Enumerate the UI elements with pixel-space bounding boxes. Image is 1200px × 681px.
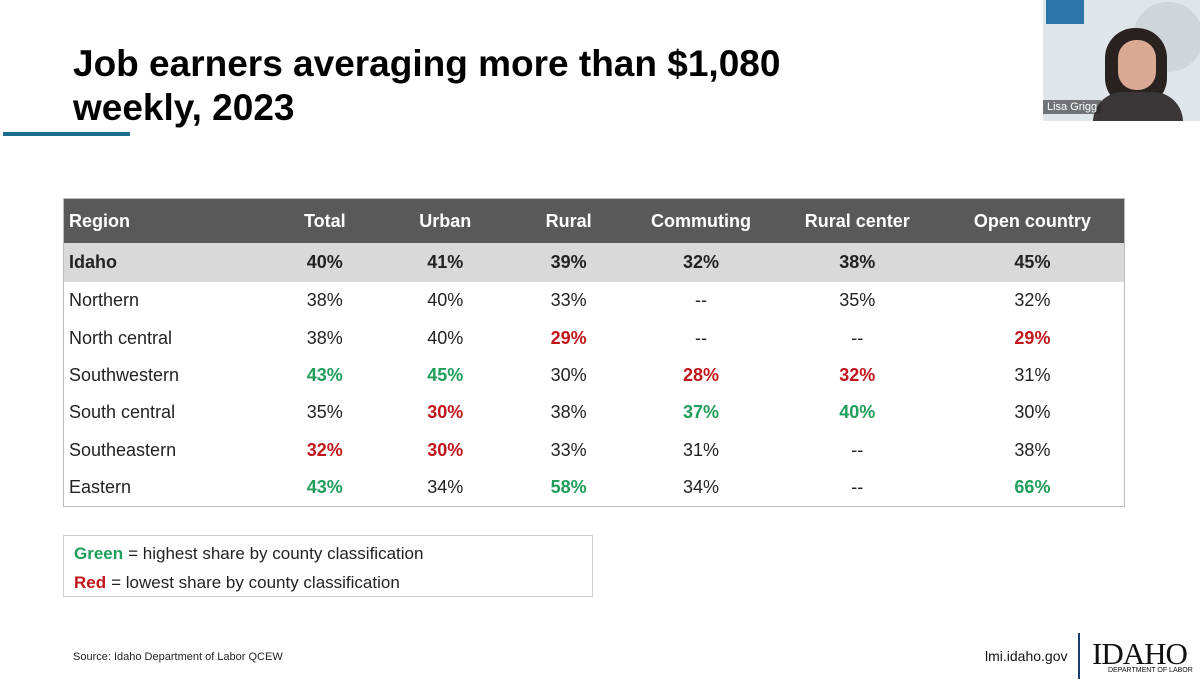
table-row: Southeastern 32% 30% 33% 31% -- 38%	[64, 432, 1124, 469]
table-cell: 32%	[839, 364, 876, 385]
table-row: Northern 38% 40% 33% -- 35% 32%	[64, 282, 1124, 319]
legend-label: Red	[74, 573, 107, 592]
table-row: Idaho 40% 41% 39% 32% 38% 45%	[64, 243, 1124, 282]
table-cell: 32%	[1014, 290, 1051, 311]
legend-label: Green	[74, 544, 124, 563]
table-cell: 31%	[683, 439, 720, 460]
table-row: Southwestern 43% 45% 30% 28% 32% 31%	[64, 357, 1124, 394]
table-cell: --	[851, 477, 864, 498]
legend-entry: Green = highest share by county classific…	[74, 541, 582, 570]
table-cell: 33%	[550, 439, 587, 460]
table-cell: 30%	[427, 439, 464, 460]
table-cell: 40%	[306, 252, 343, 272]
logo-subtitle: DEPARTMENT OF LABOR	[1108, 667, 1193, 674]
table-cell: 43%	[306, 477, 343, 498]
table-cell: 34%	[683, 477, 720, 498]
webcam-name: Lisa Grigg	[1043, 100, 1102, 114]
table-cell: Idaho	[69, 252, 117, 272]
table-cell: 30%	[550, 364, 587, 385]
table-cell: 28%	[683, 364, 720, 385]
table-cell: --	[851, 327, 864, 348]
table-cell: --	[695, 290, 708, 311]
source-note: Source: Idaho Department of Labor QCEW	[73, 651, 283, 663]
table-cell: 38%	[839, 252, 876, 272]
table-cell: 30%	[427, 402, 464, 423]
title-underline	[3, 132, 130, 136]
webcam-body	[1093, 92, 1183, 121]
header-cell: Urban	[419, 210, 472, 231]
header-row: Region Total Urban Rural Commuting Rural cent…	[64, 199, 1124, 243]
table-cell: 29%	[550, 327, 587, 348]
table-cell: 40%	[427, 290, 464, 311]
table-cell: 35%	[839, 290, 876, 311]
table-cell: 43%	[306, 364, 343, 385]
header-cell: Rural center	[804, 210, 910, 231]
table-cell: Southeastern	[69, 439, 177, 460]
table-cell: 39%	[550, 252, 587, 272]
table-cell: Northern	[69, 290, 140, 311]
table-cell: South central	[69, 402, 176, 423]
table-cell: 38%	[306, 290, 343, 311]
table-cell: --	[695, 327, 708, 348]
webcam-bg-logo	[1046, 0, 1084, 24]
table-cell: 41%	[427, 252, 464, 272]
header-cell: Open country	[973, 210, 1091, 231]
table-cell: Southwestern	[69, 364, 180, 385]
header-cell: Region	[69, 210, 130, 231]
webcam-feed: Lisa Grigg	[1043, 0, 1200, 121]
header-cell: Commuting	[651, 210, 751, 231]
table-row: Eastern 43% 34% 58% 34% -- 66%	[64, 469, 1124, 506]
table-cell: 37%	[683, 402, 720, 423]
header-cell: Rural	[545, 210, 592, 231]
table-cell: 29%	[1014, 327, 1051, 348]
table-cell: 40%	[427, 327, 464, 348]
table-cell: 33%	[550, 290, 587, 311]
legend-text: = highest share by county classification	[128, 544, 424, 563]
slide-title: Job earners averaging more than $1,080 w…	[73, 43, 781, 128]
table-cell: 32%	[306, 439, 343, 460]
table-cell: 58%	[550, 477, 587, 498]
table-cell: 45%	[427, 364, 464, 385]
table-cell: 38%	[306, 327, 343, 348]
webcam-face	[1118, 40, 1156, 90]
legend-text: = lowest share by county classification	[111, 573, 400, 592]
site-url: lmi.idaho.gov	[985, 648, 1068, 664]
table-cell: 34%	[427, 477, 464, 498]
header-cell: Total	[303, 210, 346, 231]
table-cell: North central	[69, 327, 173, 348]
table-cell: Eastern	[69, 477, 132, 498]
legend: Green = highest share by county classific…	[63, 535, 593, 597]
legend-entry: Red = lowest share by county classificati…	[74, 570, 582, 599]
table-cell: 30%	[1014, 402, 1051, 423]
table-cell: 38%	[1014, 439, 1051, 460]
table-cell: 45%	[1014, 252, 1051, 272]
table-row: South central 35% 30% 38% 37% 40% 30%	[64, 394, 1124, 431]
table-cell: 40%	[839, 402, 876, 423]
divider	[1078, 633, 1080, 679]
table-cell: 31%	[1014, 364, 1051, 385]
table-cell: --	[851, 439, 864, 460]
data-table: Region Total Urban Rural Commuting Rural cent…	[63, 198, 1125, 508]
table-cell: 38%	[550, 402, 587, 423]
table-row: North central 38% 40% 29% -- -- 29%	[64, 319, 1124, 356]
logo-name: IDAHO	[1092, 636, 1188, 671]
table-cell: 32%	[683, 252, 720, 272]
table-cell: 66%	[1014, 477, 1051, 498]
table-cell: 35%	[306, 402, 343, 423]
